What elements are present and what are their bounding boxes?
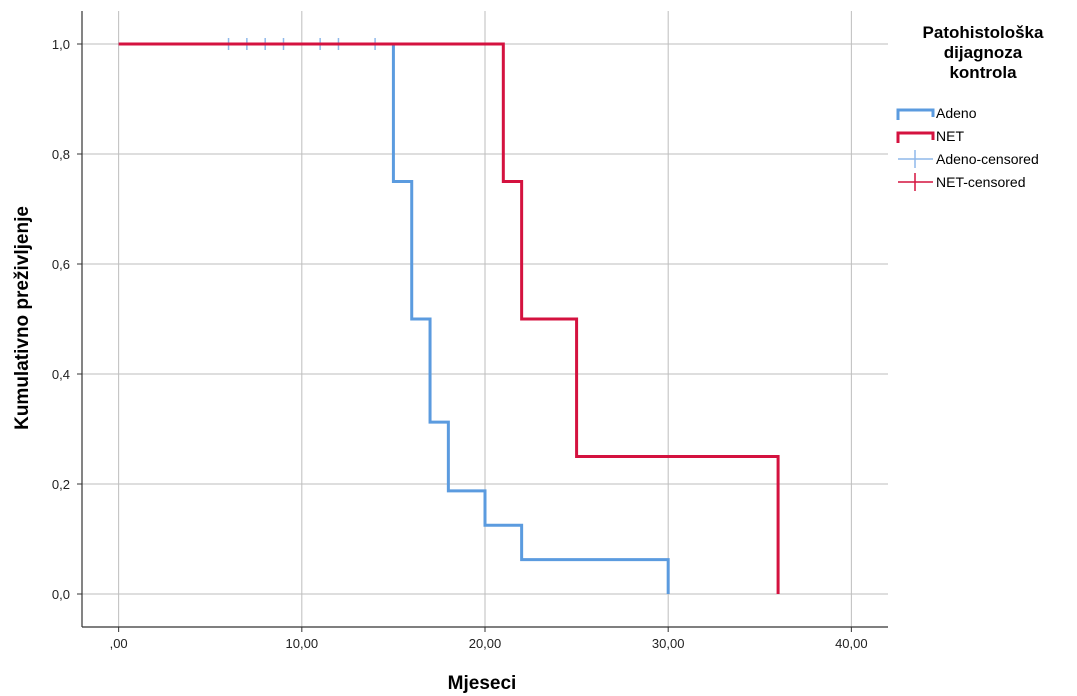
y-tick-label: 0,0 <box>52 587 70 602</box>
series-net-line <box>118 42 780 594</box>
legend-items: Adeno NET Adeno-censored NET-censored <box>896 105 1039 191</box>
x-axis-title: Mjeseci <box>448 673 517 694</box>
legend-title-line-1: Patohistološka <box>923 23 1044 42</box>
x-tick-label: ,00 <box>110 636 128 651</box>
legend: Patohistološka dijagnoza kontrola Adeno N… <box>896 23 1044 191</box>
legend-swatch-step <box>896 108 935 120</box>
legend-label: Adeno <box>936 105 977 121</box>
x-tick-label: 40,00 <box>835 636 868 651</box>
series-layer <box>118 38 780 594</box>
legend-label: NET <box>936 128 964 144</box>
legend-item-net-censored: NET-censored <box>898 173 1025 191</box>
legend-label: Adeno-censored <box>936 151 1039 167</box>
x-tick-label: 10,00 <box>286 636 319 651</box>
legend-item-adeno: Adeno <box>896 105 977 121</box>
y-tick-label: 0,6 <box>52 257 70 272</box>
y-tick-label: 0,8 <box>52 147 70 162</box>
tick-labels: ,00 10,00 20,00 30,00 40,00 0,0 0,2 0,4 0,6 0,8 1,… <box>52 37 868 651</box>
axes <box>77 11 888 632</box>
x-tick-label: 30,00 <box>652 636 685 651</box>
y-tick-label: 0,2 <box>52 477 70 492</box>
legend-swatch-step <box>896 131 935 143</box>
grid <box>82 11 888 627</box>
x-tick-label: 20,00 <box>469 636 502 651</box>
legend-label: NET-censored <box>936 174 1025 190</box>
legend-title-line-3: kontrola <box>949 63 1017 82</box>
y-tick-label: 1,0 <box>52 37 70 52</box>
legend-item-adeno-censored: Adeno-censored <box>898 150 1039 168</box>
series-adeno-line <box>118 42 670 594</box>
y-tick-label: 0,4 <box>52 367 70 382</box>
y-axis-title: Kumulativno preživljenje <box>12 206 33 430</box>
legend-title-line-2: dijagnoza <box>944 43 1023 62</box>
legend-item-net: NET <box>896 128 964 144</box>
